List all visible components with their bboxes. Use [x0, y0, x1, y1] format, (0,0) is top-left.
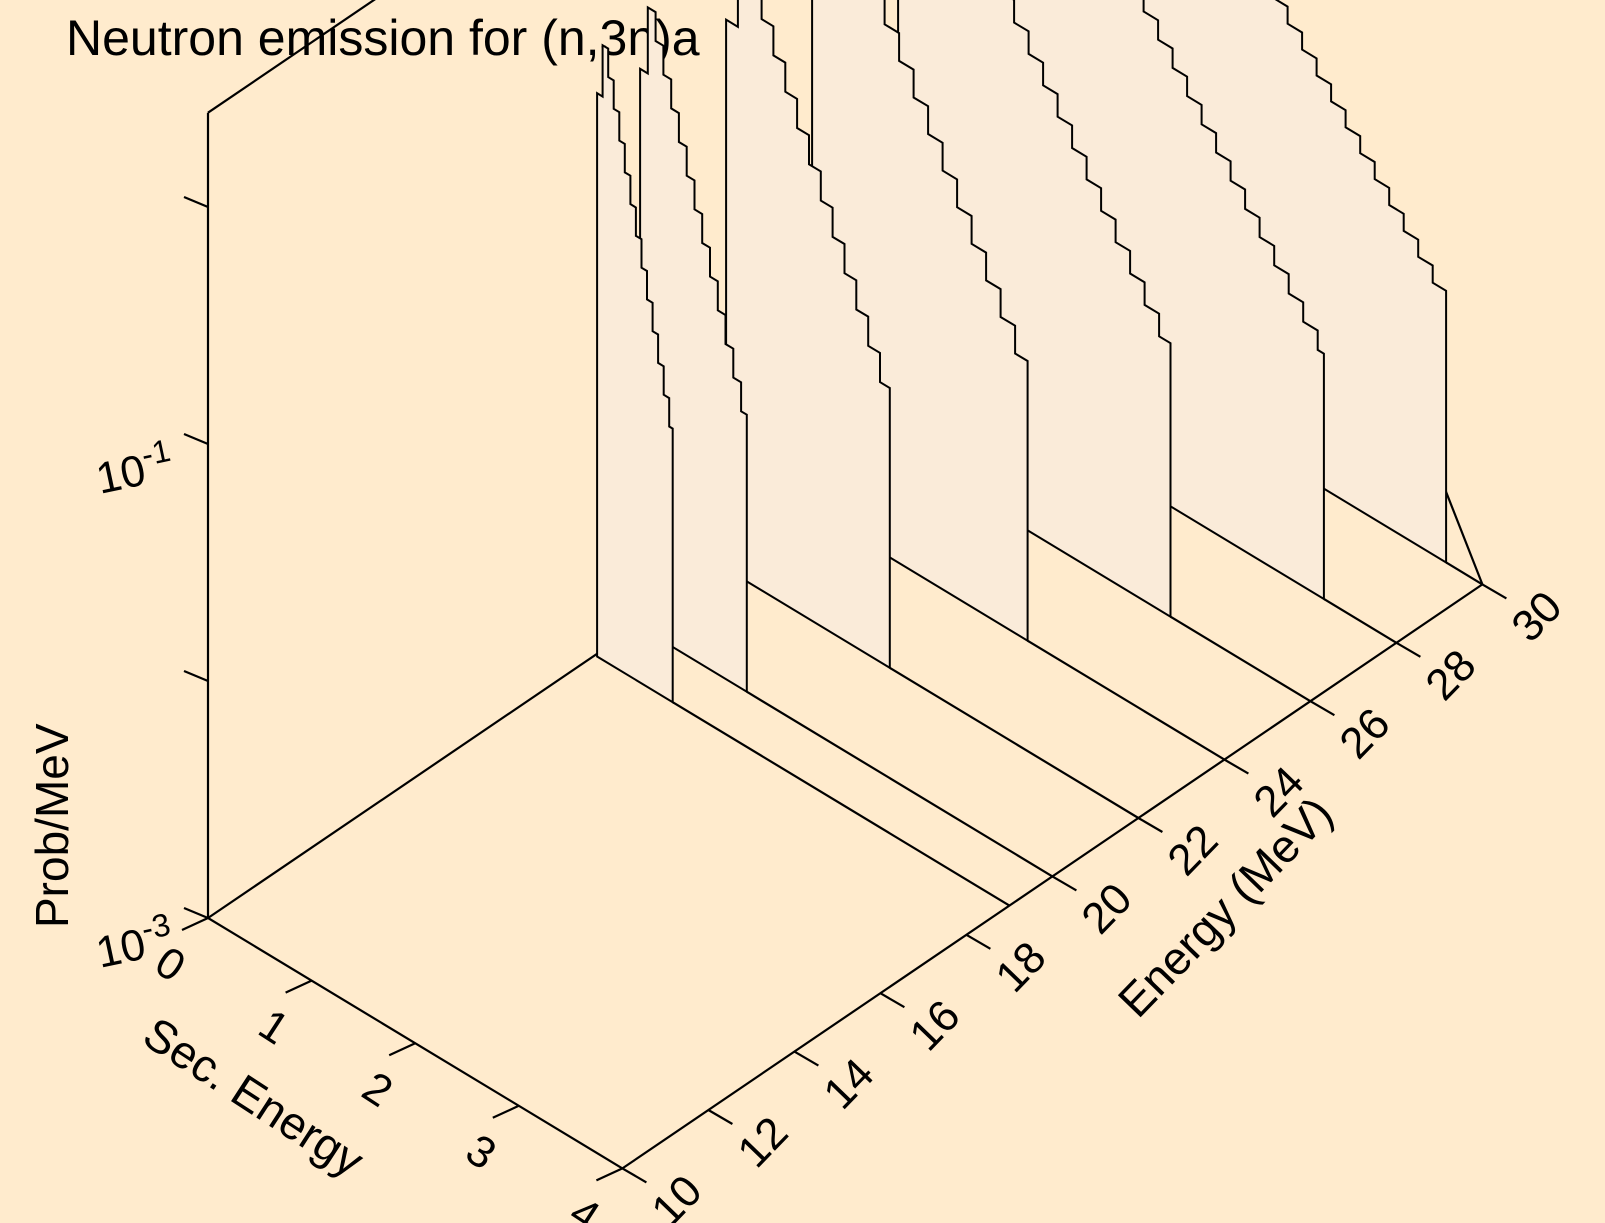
y-tick — [1309, 700, 1335, 717]
y-tick-label: 12 — [728, 1108, 797, 1177]
series-baseline — [672, 701, 1010, 907]
series-surfaces — [596, 0, 1483, 907]
y-tick-label: 18 — [986, 932, 1055, 1001]
x-tick — [181, 917, 209, 931]
z-tick — [183, 669, 209, 683]
y-tick — [793, 1050, 819, 1067]
y-tick — [1481, 583, 1507, 600]
x-tick — [388, 1042, 416, 1057]
y-tick — [621, 1167, 647, 1184]
x-tick-label: 1 — [250, 1000, 297, 1054]
series-surface — [596, 43, 674, 704]
z-tick — [183, 195, 209, 209]
y-tick-label: 26 — [1330, 699, 1399, 768]
z-tick — [183, 432, 209, 446]
z-tick-label: 10-3 — [90, 906, 178, 978]
z-axis-title: Prob/MeV — [26, 723, 78, 928]
y-tick-label: 14 — [814, 1049, 883, 1118]
y-tick — [879, 992, 905, 1009]
series-baseline — [1445, 561, 1483, 586]
y-tick-label: 22 — [1158, 816, 1227, 885]
series-baseline — [746, 690, 1053, 878]
series-baseline — [1169, 615, 1311, 703]
y-tick — [965, 933, 991, 950]
y-tick-label: 10 — [642, 1166, 711, 1223]
x-tick-label: 0 — [147, 937, 194, 991]
y-tick — [1051, 875, 1077, 892]
y-tick — [707, 1109, 733, 1125]
x-tick-label: 3 — [457, 1125, 504, 1179]
z-tick — [183, 906, 209, 920]
x-tick — [285, 979, 313, 994]
y-axis-title: Energy (MeV) — [1108, 787, 1343, 1027]
series-baseline — [1323, 598, 1397, 644]
y-tick — [1137, 817, 1163, 833]
x-tick — [492, 1104, 520, 1119]
y-tick — [1395, 641, 1421, 658]
y-tick — [1223, 758, 1249, 775]
series-baseline — [889, 666, 1139, 819]
y-tick-label: 28 — [1416, 640, 1485, 709]
back-top-edge — [207, 0, 376, 114]
x-tick-label: 2 — [354, 1062, 401, 1116]
series-surface — [725, 0, 891, 670]
y-tick-label: 20 — [1072, 874, 1141, 943]
x-tick — [595, 1167, 623, 1182]
x-tick-label: 4 — [561, 1188, 608, 1223]
series-baseline — [1026, 639, 1225, 761]
chart-title: Neutron emission for (n,3n)a — [66, 10, 700, 66]
y-tick-label: 16 — [900, 991, 969, 1060]
y-tick-label: 30 — [1502, 582, 1571, 651]
z-tick-label: 10-1 — [90, 432, 178, 504]
